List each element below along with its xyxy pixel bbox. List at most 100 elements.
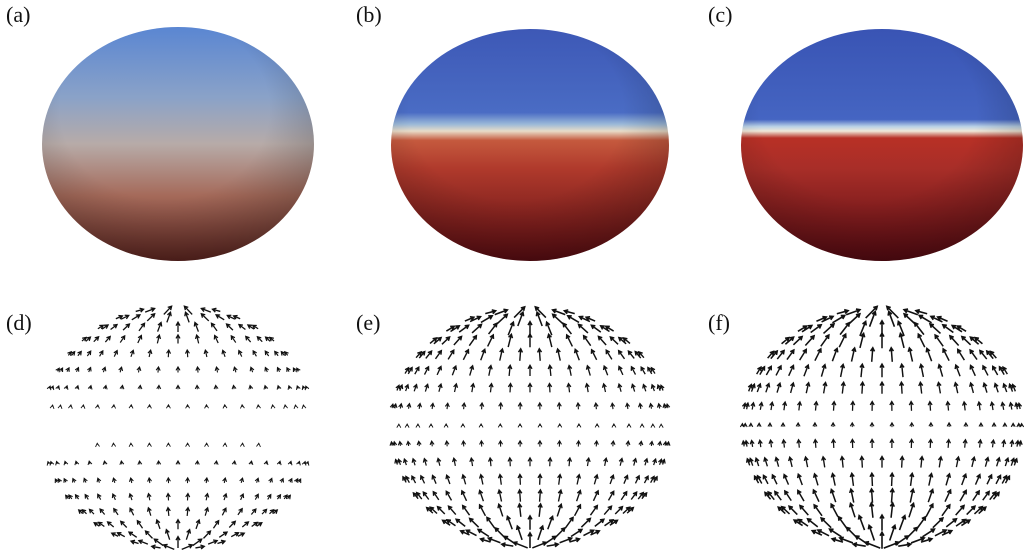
arrow bbox=[990, 438, 996, 448]
arrow bbox=[517, 422, 523, 428]
arrow bbox=[879, 455, 885, 468]
arrow bbox=[803, 363, 810, 377]
arrow bbox=[296, 367, 301, 373]
arrow bbox=[605, 349, 613, 360]
arrow bbox=[118, 366, 124, 373]
arrow bbox=[812, 472, 819, 486]
arrow bbox=[765, 382, 771, 393]
arrow bbox=[617, 349, 626, 360]
arrow bbox=[816, 529, 830, 537]
arrow bbox=[622, 337, 631, 344]
arrow bbox=[570, 528, 584, 538]
arrow bbox=[418, 350, 426, 359]
arrow bbox=[476, 528, 490, 538]
arrow bbox=[659, 384, 665, 391]
arrow bbox=[487, 364, 493, 376]
arrow bbox=[397, 440, 403, 446]
arrow bbox=[204, 403, 209, 409]
arrow bbox=[93, 521, 100, 527]
arrow bbox=[162, 543, 175, 550]
arrow bbox=[535, 310, 543, 327]
arrow bbox=[479, 401, 485, 410]
arrow bbox=[796, 472, 803, 486]
arrow bbox=[57, 477, 62, 483]
arrow bbox=[744, 439, 750, 447]
arrow bbox=[397, 458, 402, 466]
arrow bbox=[515, 524, 523, 541]
arrow bbox=[944, 488, 952, 503]
arrow bbox=[392, 402, 398, 409]
arrow bbox=[599, 325, 610, 333]
arrow bbox=[166, 442, 171, 447]
arrow bbox=[537, 439, 543, 447]
arrow bbox=[57, 404, 63, 409]
arrow bbox=[146, 492, 152, 501]
arrow bbox=[889, 487, 895, 503]
arrow bbox=[578, 315, 591, 323]
arrow bbox=[756, 365, 762, 375]
arrow bbox=[982, 381, 988, 393]
arrow bbox=[175, 459, 181, 465]
arrow bbox=[83, 477, 88, 483]
arrow bbox=[111, 493, 117, 501]
arrow bbox=[849, 438, 856, 449]
arrow bbox=[97, 521, 105, 528]
arrow bbox=[555, 347, 561, 361]
arrow bbox=[507, 332, 514, 348]
arrow bbox=[80, 404, 86, 409]
arrow bbox=[762, 474, 769, 485]
arrow bbox=[497, 502, 504, 517]
arrow bbox=[395, 384, 401, 391]
arrow bbox=[147, 403, 152, 409]
arrow bbox=[869, 487, 875, 503]
arrow bbox=[649, 440, 654, 447]
arrow bbox=[241, 521, 250, 528]
arrow bbox=[916, 515, 927, 530]
arrow bbox=[111, 442, 117, 448]
arrow bbox=[461, 504, 471, 516]
arrow bbox=[934, 529, 948, 537]
arrow bbox=[429, 440, 435, 447]
arrow bbox=[575, 401, 581, 410]
arrow bbox=[767, 490, 775, 501]
arrow bbox=[830, 472, 836, 486]
arrow bbox=[937, 455, 943, 468]
arrow bbox=[637, 402, 643, 409]
arrow bbox=[279, 477, 284, 483]
arrow bbox=[839, 455, 845, 468]
arrow bbox=[955, 455, 961, 468]
arrow bbox=[781, 336, 791, 345]
arrow bbox=[222, 476, 228, 484]
arrow bbox=[498, 439, 504, 447]
arrow bbox=[627, 350, 635, 359]
arrow bbox=[485, 309, 498, 315]
arrow bbox=[905, 526, 919, 539]
arrow bbox=[617, 365, 624, 376]
arrow bbox=[908, 400, 914, 411]
arrow bbox=[831, 346, 839, 362]
arrow bbox=[195, 365, 201, 373]
arrow bbox=[239, 477, 245, 484]
arrow bbox=[618, 457, 624, 466]
arrow bbox=[136, 365, 142, 373]
arrow bbox=[969, 348, 978, 360]
arrow bbox=[200, 307, 212, 313]
arrow bbox=[597, 335, 607, 346]
arrow bbox=[816, 315, 828, 322]
arrow bbox=[757, 439, 763, 448]
arrow bbox=[820, 333, 830, 347]
arrow bbox=[451, 364, 458, 376]
arrow bbox=[68, 494, 73, 500]
arrow bbox=[748, 457, 754, 466]
arrow bbox=[603, 505, 613, 516]
arrow bbox=[562, 322, 573, 335]
arrow bbox=[788, 364, 795, 377]
arrow bbox=[296, 460, 301, 466]
arrow bbox=[49, 404, 55, 410]
arrow bbox=[468, 517, 480, 528]
arrow bbox=[989, 490, 997, 501]
arrow bbox=[218, 531, 229, 538]
arrow bbox=[950, 324, 963, 333]
arrow bbox=[974, 473, 982, 485]
arrow bbox=[978, 421, 984, 427]
